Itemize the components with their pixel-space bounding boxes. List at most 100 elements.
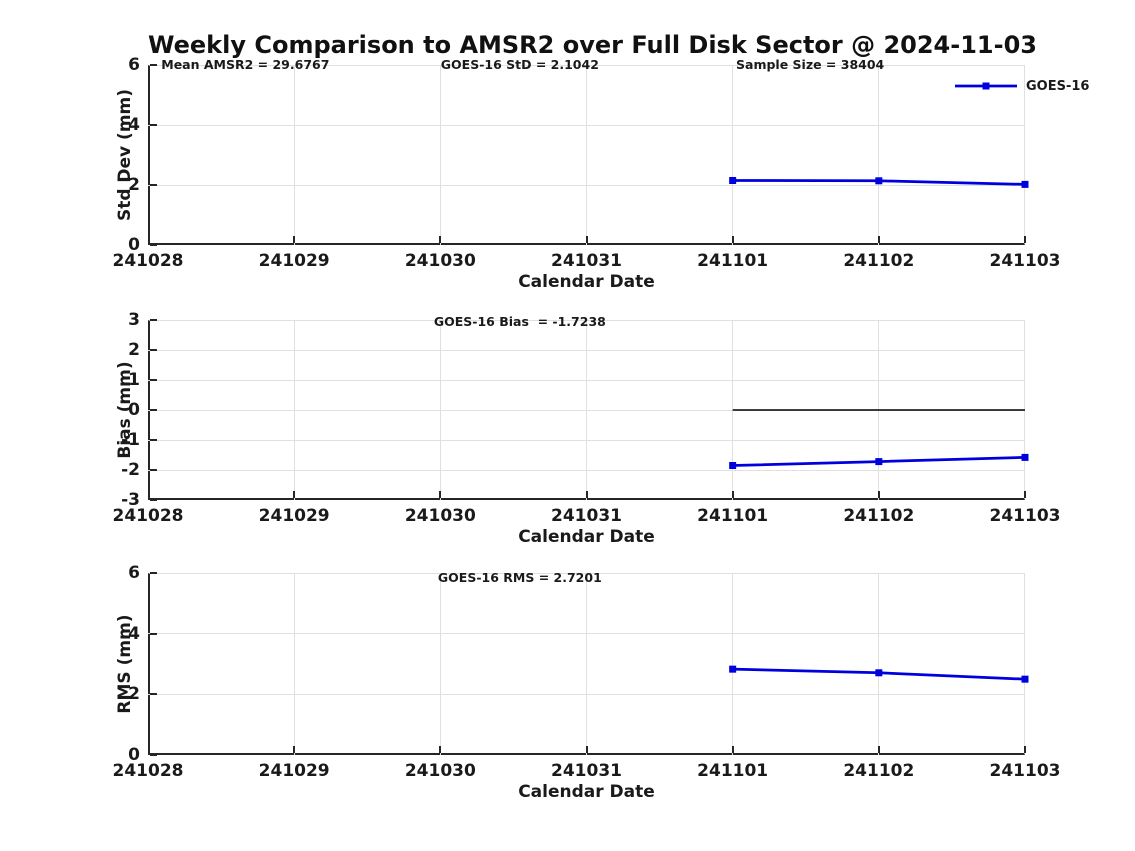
- x-tick-label: 241101: [697, 251, 769, 271]
- y-tick: [150, 632, 157, 635]
- x-tick: [1024, 491, 1026, 498]
- x-tick-label: 241028: [112, 506, 184, 526]
- v-gridline: [293, 65, 295, 245]
- x-tick: [585, 746, 588, 753]
- v-gridline: [878, 65, 880, 245]
- y-tick: [150, 184, 157, 186]
- data-marker: [1021, 453, 1029, 461]
- data-marker: [875, 177, 883, 185]
- x-tick-label: 241103: [989, 506, 1061, 526]
- y-tick: [150, 499, 157, 501]
- x-tick: [439, 746, 442, 753]
- v-gridline: [732, 320, 734, 500]
- y-tick: [150, 349, 157, 351]
- axis-ylabel: Std Dev (mm): [115, 88, 135, 222]
- x-tick-label: 241030: [404, 251, 476, 271]
- axis-xlabel: Calendar Date: [518, 527, 655, 547]
- legend-line-marker-icon: [955, 82, 1017, 90]
- x-tick-label: 241028: [112, 251, 184, 271]
- x-tick-label: 241101: [697, 761, 769, 781]
- v-gridline: [878, 573, 880, 755]
- x-tick-label: 241029: [258, 506, 330, 526]
- y-tick-label: 6: [128, 55, 140, 75]
- axis-ylabel: Bias (mm): [115, 361, 135, 459]
- x-tick: [439, 236, 442, 243]
- chart-title: Weekly Comparison to AMSR2 over Full Dis…: [148, 31, 1037, 59]
- x-tick: [1024, 236, 1026, 243]
- v-gridline: [586, 320, 587, 500]
- series-plot: [729, 665, 1029, 683]
- data-marker: [1021, 675, 1029, 683]
- axis-xlabel: Calendar Date: [518, 782, 655, 802]
- v-gridline: [439, 573, 441, 755]
- x-tick: [877, 236, 880, 243]
- x-tick: [877, 491, 880, 498]
- x-tick-label: 241103: [989, 251, 1061, 271]
- x-tick: [293, 491, 296, 498]
- y-tick: [150, 409, 157, 411]
- y-tick-label: 0: [128, 400, 140, 420]
- y-tick: [150, 439, 157, 441]
- x-tick-label: 241031: [551, 761, 622, 781]
- x-tick-label: 241031: [551, 251, 622, 271]
- annotation: Sample Size = 38404: [736, 57, 885, 72]
- y-tick-label: 2: [128, 684, 140, 705]
- x-tick-label: 241028: [112, 761, 184, 781]
- y-tick: [150, 379, 157, 381]
- y-tick-label: 6: [128, 563, 140, 583]
- v-gridline: [732, 65, 734, 245]
- v-gridline: [293, 573, 295, 755]
- v-gridline: [586, 573, 587, 755]
- axis-xlabel: Calendar Date: [518, 272, 655, 292]
- v-gridline: [586, 65, 587, 245]
- v-gridline: [293, 320, 295, 500]
- x-tick-label: 241102: [843, 761, 915, 781]
- x-tick: [585, 236, 588, 243]
- x-tick-label: 241030: [404, 506, 476, 526]
- y-tick-label: 2: [128, 175, 140, 195]
- y-tick-label: 0: [128, 235, 140, 255]
- x-tick-label: 241103: [989, 761, 1061, 781]
- x-tick-label: 241102: [843, 251, 915, 271]
- x-tick: [731, 746, 734, 753]
- y-tick: [150, 319, 157, 321]
- y-tick-label: -2: [121, 460, 140, 480]
- y-tick: [150, 572, 157, 574]
- x-tick: [877, 746, 880, 753]
- legend-label: GOES-16: [1026, 78, 1090, 94]
- x-tick-label: 241029: [258, 761, 330, 781]
- x-tick-label: 241102: [843, 506, 915, 526]
- data-marker: [729, 462, 737, 469]
- v-gridline: [732, 573, 734, 755]
- y-tick-label: 4: [128, 623, 140, 644]
- x-tick: [585, 491, 588, 498]
- x-tick-label: 241029: [258, 251, 330, 271]
- x-tick-label: 241101: [697, 506, 769, 526]
- series-plot: [729, 409, 1029, 469]
- data-marker: [875, 669, 883, 677]
- y-tick: [150, 469, 157, 471]
- y-tick: [150, 693, 157, 696]
- x-tick: [731, 236, 734, 243]
- y-tick: [150, 64, 157, 66]
- y-tick-label: -1: [121, 430, 140, 450]
- y-tick-label: 3: [128, 310, 140, 330]
- y-tick: [150, 124, 157, 126]
- y-tick-label: -3: [121, 490, 140, 510]
- x-tick-label: 241030: [404, 761, 476, 781]
- y-tick-label: 0: [128, 745, 140, 765]
- series-plot: [729, 177, 1029, 188]
- data-marker: [729, 665, 737, 673]
- v-gridline: [439, 320, 441, 500]
- annotation: GOES-16 RMS = 2.7201: [437, 570, 602, 585]
- axis-ylabel: RMS (mm): [115, 614, 135, 714]
- x-tick: [293, 746, 296, 753]
- y-tick: [150, 244, 157, 246]
- y-tick: [150, 754, 157, 756]
- y-tick-label: 4: [128, 115, 140, 135]
- data-marker: [875, 458, 883, 466]
- x-tick: [293, 236, 296, 243]
- y-tick-label: 1: [128, 370, 140, 390]
- annotation: Mean AMSR2 = 29.6767: [161, 57, 330, 72]
